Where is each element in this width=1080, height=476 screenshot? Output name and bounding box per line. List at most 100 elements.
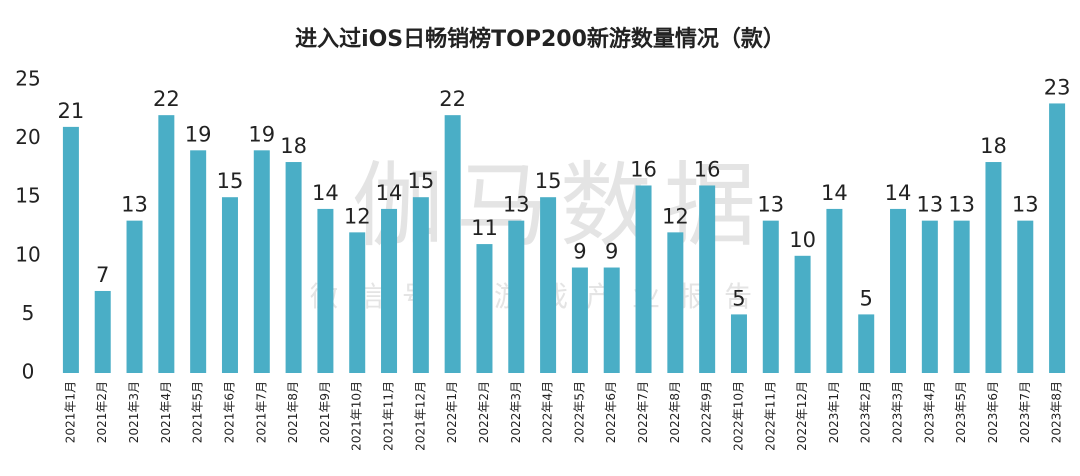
bar [540,197,557,373]
bar [890,208,907,373]
bar [985,162,1002,373]
bar [317,208,334,373]
value-label: 15 [217,169,244,193]
value-label: 9 [573,240,586,264]
value-label: 13 [916,193,943,217]
value-label: 13 [503,193,530,217]
x-tick-label: 2023年3月 [891,381,905,443]
value-label: 18 [980,134,1007,158]
x-tick-label: 2021年3月 [127,381,141,443]
bar [699,185,716,373]
bar [953,220,970,373]
value-label: 14 [885,181,912,205]
x-tick-label: 2021年12月 [413,381,427,451]
x-tick-label: 2022年1月 [445,381,459,443]
value-label: 5 [732,286,745,310]
x-tick-label: 2021年4月 [159,381,173,443]
value-label: 12 [344,204,371,228]
x-tick-label: 2021年6月 [222,381,236,443]
bar [762,220,779,373]
x-tick-label: 2023年1月 [827,381,841,443]
bar [730,314,747,373]
x-tick-label: 2021年1月 [63,381,77,443]
y-tick-label: 5 [22,301,35,325]
bar [94,290,111,373]
value-label: 16 [694,157,721,181]
value-label: 5 [860,286,873,310]
bar [794,255,811,373]
x-tick-label: 2023年2月 [859,381,873,443]
x-tick-label: 2023年7月 [1018,381,1032,443]
bar [1017,220,1034,373]
bar [603,267,620,373]
bar [221,197,238,373]
x-tick-label: 2022年7月 [636,381,650,443]
value-label: 21 [58,99,85,123]
x-tick-label: 2022年8月 [668,381,682,443]
value-label: 14 [376,181,403,205]
value-label: 7 [96,263,109,287]
value-label: 15 [535,169,562,193]
value-label: 19 [185,122,212,146]
value-label: 9 [605,240,618,264]
x-tick-label: 2021年11月 [382,381,396,451]
bar [412,197,429,373]
y-tick-label: 15 [15,184,40,208]
y-tick-label: 25 [15,67,40,91]
value-label: 13 [1012,193,1039,217]
x-tick-label: 2021年10月 [350,381,364,451]
value-label: 13 [121,193,148,217]
value-label: 23 [1044,75,1071,99]
y-tick-label: 10 [15,242,40,266]
bar [190,150,207,373]
bar [858,314,875,373]
bar [126,220,143,373]
value-label: 15 [407,169,434,193]
value-label: 10 [789,228,816,252]
x-tick-label: 2022年3月 [509,381,523,443]
bar [508,220,525,373]
x-tick-label: 2022年6月 [604,381,618,443]
x-tick-label: 2021年5月 [191,381,205,443]
bar [285,162,302,373]
value-label: 14 [312,181,339,205]
value-label: 12 [662,204,689,228]
value-label: 13 [948,193,975,217]
value-label: 11 [471,216,498,240]
value-label: 19 [248,122,275,146]
value-label: 22 [153,87,180,111]
y-tick-label: 0 [22,360,35,384]
x-tick-label: 2022年12月 [795,381,809,451]
x-tick-label: 2023年8月 [1050,381,1064,443]
bar [826,208,843,373]
bar [921,220,938,373]
x-tick-label: 2022年4月 [541,381,555,443]
bar [253,150,270,373]
x-tick-label: 2022年2月 [477,381,491,443]
x-tick-label: 2021年9月 [318,381,332,443]
bar [476,244,493,373]
bar [158,115,175,373]
chart-title: 进入过iOS日畅销榜TOP200新游数量情况（款） [295,26,785,52]
value-label: 13 [757,193,784,217]
bar [635,185,652,373]
x-tick-label: 2022年5月 [572,381,586,443]
x-tick-label: 2021年7月 [254,381,268,443]
bar [667,232,684,373]
bar [381,208,398,373]
x-tick-label: 2022年9月 [700,381,714,443]
x-tick-label: 2021年8月 [286,381,300,443]
bar [1049,103,1066,373]
value-label: 16 [630,157,657,181]
bar [444,115,461,373]
x-tick-label: 2023年4月 [922,381,936,443]
bar [571,267,588,373]
x-tick-label: 2021年2月 [95,381,109,443]
x-tick-label: 2023年6月 [986,381,1000,443]
x-tick-label: 2022年11月 [763,381,777,451]
x-tick-label: 2022年10月 [731,381,745,451]
bar [62,126,79,373]
x-tick-label: 2023年5月 [954,381,968,443]
value-label: 18 [280,134,307,158]
